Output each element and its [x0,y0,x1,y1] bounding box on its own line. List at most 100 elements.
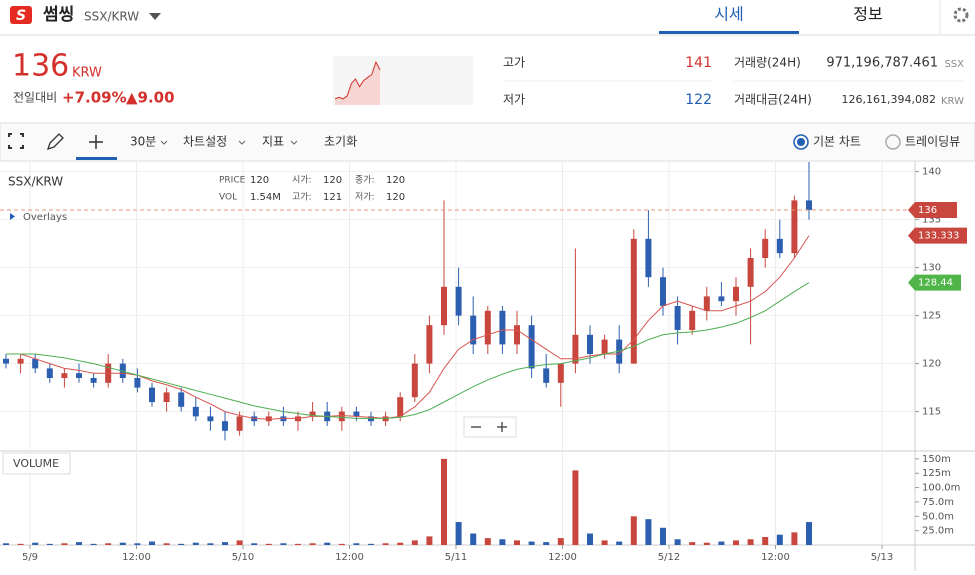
zoom-icons[interactable] [471,422,507,432]
volume-bar [149,541,155,545]
candle-body [32,358,39,369]
crosshair-icon[interactable] [89,135,103,149]
volume-bar [703,542,710,545]
candle-body [514,325,520,345]
toolbar [0,122,975,162]
volume-bar [630,516,637,545]
logo: S [16,8,26,24]
candle-body [499,310,506,345]
zoom-control[interactable] [463,416,517,438]
draw-icon[interactable] [46,133,64,151]
x-tick-label: 12:00 [548,552,577,563]
volume: 971,196,787.461 [826,56,938,71]
volume-bar [295,543,301,545]
candle-body [192,406,199,417]
v-tick-label: 100.0m [922,483,960,494]
legend-label: VOL [219,193,237,203]
candle-body [528,325,535,369]
candle-body [484,310,491,345]
volume-bar [280,543,287,545]
candle-body [689,310,696,330]
price-tag-label: 133.333 [918,231,959,242]
volume-bar [397,542,404,545]
volume-bar [163,543,170,545]
candle-body [61,373,68,378]
volume-bar [455,522,462,545]
low-label: 저가 [503,93,525,107]
x-tick-label: 5/12 [658,552,680,563]
candle-body [149,387,155,402]
chart-type[interactable]: 트레이딩뷰 [905,135,960,149]
y-tick-label: 140 [922,167,941,178]
fullscreen-icon[interactable] [8,133,24,149]
candle-body [207,416,214,422]
volume-bar [207,543,214,545]
toolbar-item[interactable]: 차트설정 [183,135,227,149]
legend-value: 120 [386,192,405,203]
volume-bar [528,541,535,545]
overlay-arrow[interactable] [10,213,15,220]
volume-bar [441,458,447,545]
volume-unit: SSX [944,59,964,70]
volume-bar [76,542,82,545]
amount-label: 거래대금(24H) [734,93,812,107]
candle-body [76,373,82,378]
candle-body [703,296,710,311]
tab[interactable]: 시세 [714,5,743,24]
volume-bar [119,542,126,545]
volume-bar [718,541,725,545]
radio[interactable] [885,134,901,150]
volume-bar [382,543,389,545]
legend-label: 종가: [355,175,375,186]
interval[interactable]: 30분 [130,135,156,149]
volume-bar [806,522,812,545]
candle-body [630,238,637,364]
candle-body [776,238,783,254]
volume-bar [134,543,141,545]
chart-type[interactable]: 기본 차트 [813,135,861,149]
tab[interactable]: 정보 [853,5,882,24]
settings-icon[interactable] [953,7,969,23]
volume-bar [265,543,272,545]
candle-body [338,411,345,422]
toolbar-item[interactable]: 지표 [262,135,284,149]
volume-bar [557,538,564,545]
candle-body [426,325,433,364]
toolbar-item[interactable]: 초기화 [324,135,357,149]
volume-bar [61,543,68,545]
low: 122 [685,92,712,108]
price-unit: KRW [72,66,102,81]
radio[interactable] [793,134,809,150]
candle-body [733,286,739,302]
dropdown-icon[interactable] [149,13,161,20]
price-tag-label: 136 [918,205,937,216]
volume-bar [616,541,623,545]
volume-bar [178,543,185,545]
candle-body [353,411,360,417]
legend-label: 고가: [292,192,312,203]
legend-value: 120 [323,175,342,186]
volume-bar [368,543,374,545]
volume-bar [733,540,739,545]
y-tick-label: 125 [922,311,941,322]
volume-bar [484,538,491,545]
candle-body [718,296,725,302]
legend-value: 120 [386,175,405,186]
overlays[interactable]: Overlays [23,212,67,223]
x-tick-label: 5/13 [871,552,893,563]
candle-body [222,421,228,431]
candle-body [309,411,316,417]
candle-body [163,392,170,402]
amount-unit: KRW [941,96,964,107]
volume-bar [572,470,579,545]
amount: 126,161,394,082 [842,93,936,106]
volume-bar [674,539,681,545]
legend-value: 120 [250,175,269,186]
candle-body [587,334,593,354]
price-tag [908,227,967,244]
legend-value: 1.54M [250,192,281,203]
v-tick-label: 125m [922,468,951,479]
candle-body [791,200,798,254]
volume-bar [46,543,53,545]
